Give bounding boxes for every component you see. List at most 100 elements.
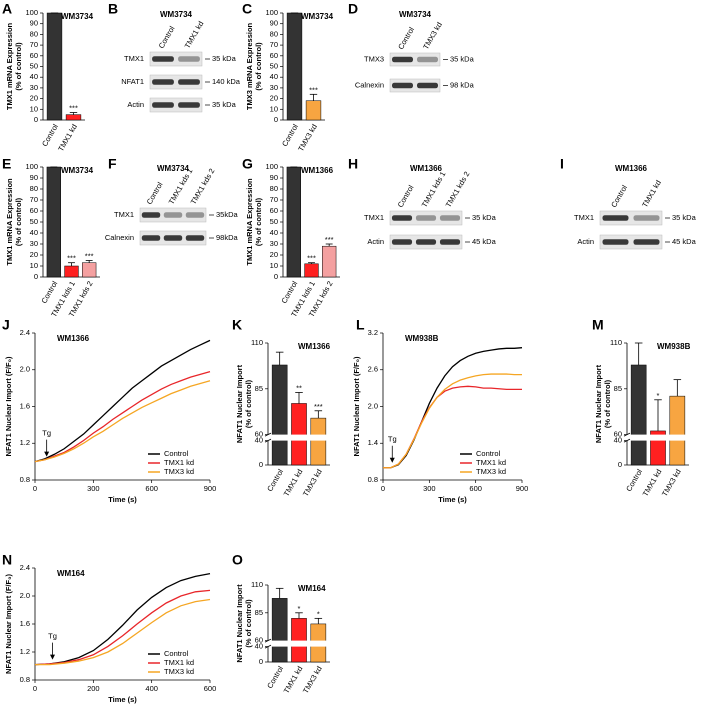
y-tick-label: 90 — [30, 173, 38, 182]
y-tick-label: 60 — [255, 430, 263, 439]
significance: *** — [314, 402, 323, 411]
blot-band — [185, 212, 205, 218]
axis-break — [309, 434, 327, 441]
y-tick-label: 50 — [270, 61, 278, 70]
y-tick-label: 100 — [25, 8, 38, 17]
size-label: 98kDa — [216, 233, 239, 242]
lane-label: Control — [145, 180, 165, 206]
y-tick-label: 40 — [255, 436, 263, 445]
y-axis-label: TMX1 mRNA Expression — [5, 178, 14, 266]
legend-label: TMX1 kd — [164, 658, 194, 667]
bar — [286, 12, 303, 121]
axis-break — [649, 434, 667, 441]
bar — [64, 265, 79, 278]
y-tick-label: 100 — [265, 8, 278, 17]
y-tick-label: 0 — [618, 460, 622, 469]
data-line — [34, 370, 211, 463]
y-tick-label: 60 — [30, 206, 38, 215]
break-mark — [623, 438, 631, 443]
y-tick-label: 80 — [30, 184, 38, 193]
blot-band — [163, 235, 183, 241]
row-label: TMX1 — [114, 210, 134, 219]
y-tick-label: 40 — [255, 642, 263, 651]
lane-label: Control — [609, 183, 629, 209]
y-axis-label: (% of control) — [254, 42, 263, 91]
size-label: 45 kDa — [472, 237, 497, 246]
y-tick-label: 85 — [614, 384, 622, 393]
x-tick-label: 600 — [204, 684, 217, 693]
lane-label: Control — [157, 24, 177, 50]
y-tick-label: 50 — [270, 217, 278, 226]
y-tick-label: 10 — [270, 261, 278, 270]
axis-break — [309, 640, 327, 647]
y-axis-label: (% of control) — [603, 379, 612, 428]
y-tick-label: 40 — [270, 228, 278, 237]
x-tick-label: 0 — [33, 484, 37, 493]
y-tick-label: 90 — [270, 19, 278, 28]
bar — [291, 403, 307, 466]
row-label: Calnexin — [105, 233, 134, 242]
data-line — [34, 380, 211, 463]
size-label: 35kDa — [216, 210, 239, 219]
row-label: Calnexin — [355, 80, 384, 89]
bar — [322, 245, 337, 278]
y-axis-label: NFAT1 Nuclear Import — [594, 364, 603, 443]
axis-break — [630, 434, 648, 441]
lane-label: Control — [396, 25, 416, 51]
y-tick-label: 90 — [30, 19, 38, 28]
bar — [291, 618, 307, 663]
blot-title: WM3734 — [399, 10, 432, 19]
legend-label: Control — [164, 649, 189, 658]
x-tick-label: 600 — [145, 484, 158, 493]
blot-strip — [599, 210, 663, 226]
significance: *** — [85, 251, 94, 260]
x-tick-label: 200 — [87, 684, 100, 693]
bar — [669, 395, 686, 466]
y-tick-label: 50 — [30, 217, 38, 226]
blot-title: WM1366 — [410, 164, 443, 173]
x-tick-label: 900 — [204, 484, 217, 493]
y-axis-label: TMX1 mRNA Expression — [5, 22, 14, 110]
chart-title: WM1366 — [298, 342, 331, 351]
y-tick-label: 0.8 — [20, 675, 30, 684]
y-tick-label: 30 — [270, 239, 278, 248]
blot-band — [391, 215, 413, 221]
y-tick-label: 110 — [610, 338, 622, 347]
y-tick-label: 50 — [30, 61, 38, 70]
size-label: 35 kDa — [450, 54, 475, 63]
y-tick-label: 0 — [259, 657, 263, 666]
annotation-arrowhead — [50, 654, 55, 660]
y-tick-label: 1.2 — [20, 438, 30, 447]
annotation: Tg — [42, 429, 51, 438]
blot-title: WM3734 — [160, 10, 193, 19]
significance: *** — [67, 254, 76, 263]
x-tick-label: 900 — [516, 484, 529, 493]
y-axis-label: NFAT1 Nuclear Import — [235, 364, 244, 443]
blot-band — [417, 82, 438, 89]
y-axis-label: TMX3 mRNA Expression — [245, 22, 254, 110]
y-tick-label: 100 — [265, 162, 278, 171]
panel-label: I — [560, 156, 564, 172]
y-tick-label: 40 — [30, 72, 38, 81]
panel-label: A — [2, 1, 12, 17]
break-mark — [623, 432, 631, 437]
blot-strip — [389, 52, 441, 67]
lane-label: TMX1 kd — [640, 178, 663, 208]
y-tick-label: 60 — [270, 51, 278, 60]
legend-label: Control — [476, 449, 501, 458]
panel-label: B — [108, 1, 118, 17]
break-mark — [264, 638, 272, 643]
lane-label: TMX1 kds 2 — [444, 170, 472, 209]
chart-title: WM3734 — [61, 166, 94, 175]
blot-strip — [149, 74, 203, 90]
size-label: 45 kDa — [672, 237, 697, 246]
y-tick-label: 40 — [270, 72, 278, 81]
blot-band — [633, 215, 660, 221]
blot-strip — [139, 207, 207, 223]
blot-band — [633, 239, 660, 245]
x-tick-label: Control — [265, 664, 285, 690]
panel-label: L — [356, 317, 365, 333]
blot-strip — [389, 210, 463, 226]
data-line — [34, 589, 211, 666]
